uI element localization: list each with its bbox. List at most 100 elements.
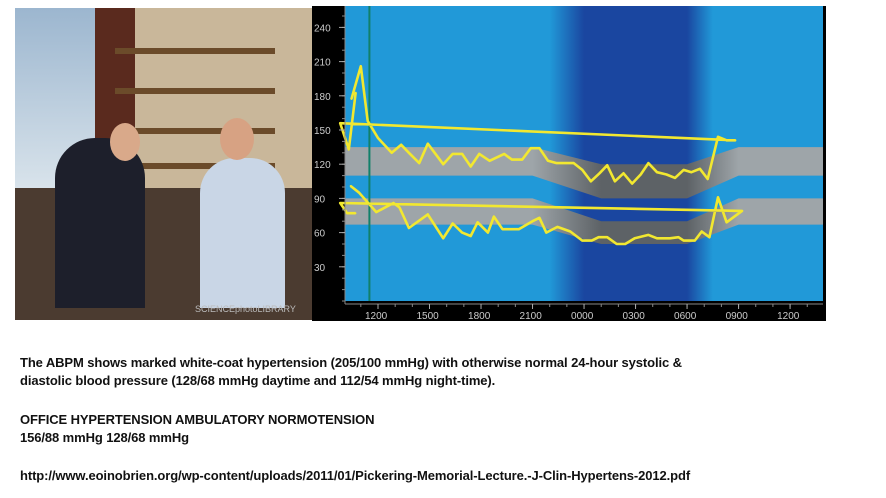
- data-point: [442, 163, 445, 165]
- data-point: [354, 212, 357, 215]
- data-point: [339, 122, 342, 124]
- caption-line-4: 156/88 mmHg 128/68 mmHg: [20, 430, 189, 445]
- data-point: [706, 178, 709, 180]
- caption-line-3: OFFICE HYPERTENSION AMBULATORY NORMOTENS…: [20, 412, 375, 427]
- data-point: [461, 231, 463, 234]
- data-point: [469, 165, 472, 168]
- data-point: [598, 172, 601, 175]
- data-point: [398, 206, 401, 209]
- data-point: [677, 236, 680, 238]
- data-point: [547, 159, 549, 162]
- patient-head: [220, 118, 254, 160]
- doctor-figure: [55, 138, 145, 308]
- data-point: [656, 237, 658, 240]
- data-point: [639, 173, 642, 176]
- data-point: [346, 212, 348, 215]
- data-point: [366, 120, 369, 122]
- data-point: [531, 220, 534, 222]
- data-point: [358, 191, 360, 194]
- data-point: [682, 169, 685, 171]
- data-point: [400, 144, 402, 146]
- data-point: [487, 231, 489, 234]
- data-point: [597, 236, 600, 238]
- data-point: [615, 243, 618, 245]
- data-point: [339, 202, 342, 204]
- x-tick-label: 1200: [777, 311, 800, 321]
- data-point: [375, 211, 378, 213]
- clinic-photo: SCIENCEphotoLIBRARY: [15, 8, 312, 320]
- data-point: [451, 222, 454, 225]
- x-tick-label: 1800: [468, 311, 491, 321]
- data-point: [699, 167, 701, 170]
- data-point: [476, 221, 479, 224]
- abpm-chart-svg: 30 60 90 120 150 180 210 240 1200 1500 1800 2100 000…: [314, 6, 823, 322]
- y-tick-label: 30: [314, 263, 326, 274]
- patient-figure: [200, 158, 285, 308]
- x-tick-label: 0600: [674, 311, 697, 321]
- data-point: [426, 142, 429, 145]
- data-point: [360, 65, 362, 67]
- data-point: [647, 162, 650, 164]
- x-tick-label: 0900: [726, 311, 749, 321]
- data-point: [521, 158, 524, 161]
- data-point: [581, 239, 584, 242]
- data-point: [717, 196, 719, 199]
- data-point: [408, 227, 410, 229]
- data-point: [426, 213, 429, 216]
- data-point: [725, 139, 728, 142]
- data-point: [717, 136, 719, 138]
- data-point: [656, 171, 658, 173]
- data-point: [461, 153, 463, 155]
- data-point: [606, 236, 609, 238]
- data-point: [674, 177, 676, 179]
- data-point: [631, 182, 633, 185]
- data-point: [390, 152, 393, 154]
- data-point: [493, 215, 495, 218]
- y-tick-label: 60: [314, 229, 326, 240]
- data-point: [469, 235, 472, 237]
- diastolic-line: [338, 184, 744, 246]
- abpm-chart: 30 60 90 120 150 180 210 240 1200 1500 1800 2100 000…: [312, 6, 826, 322]
- data-point: [442, 237, 445, 240]
- y-tick-label: 150: [314, 126, 331, 137]
- x-tick-label: 0000: [571, 311, 594, 321]
- data-point: [349, 185, 352, 187]
- x-tick-label: 2100: [520, 311, 543, 321]
- x-tick-label: 1500: [417, 311, 440, 321]
- y-tick-label: 120: [314, 160, 331, 171]
- source-url[interactable]: http://www.eoinobrien.org/wp-content/upl…: [20, 468, 691, 483]
- caption-line-2: diastolic blood pressure (128/68 mmHg da…: [20, 373, 496, 388]
- y-tick-label: 180: [314, 92, 331, 103]
- data-point: [665, 173, 668, 176]
- data-point: [503, 153, 505, 155]
- data-point: [690, 171, 693, 173]
- data-point: [538, 216, 541, 219]
- x-tick-label: 0300: [623, 311, 646, 321]
- watermark: SCIENCEphotoLIBRARY: [195, 304, 296, 314]
- data-point: [734, 139, 736, 142]
- data-point: [700, 230, 703, 233]
- data-point: [590, 180, 592, 183]
- data-point: [488, 159, 491, 162]
- data-point: [633, 237, 636, 240]
- y-tick-label: 210: [314, 58, 331, 69]
- x-tick-label: 1200: [365, 311, 388, 321]
- data-point: [614, 180, 616, 183]
- data-point: [377, 137, 379, 139]
- data-point: [682, 239, 685, 242]
- data-point: [708, 236, 711, 238]
- data-point: [530, 147, 532, 150]
- data-point: [348, 148, 350, 151]
- data-point: [555, 162, 558, 164]
- data-point: [418, 162, 421, 164]
- data-point: [606, 164, 609, 167]
- data-point: [501, 228, 504, 230]
- data-point: [693, 239, 696, 242]
- caption-line-1: The ABPM shows marked white-coat hyperte…: [20, 355, 682, 370]
- data-point: [451, 153, 454, 155]
- data-point: [725, 221, 728, 224]
- y-tick-label: 90: [314, 194, 326, 205]
- data-point: [624, 243, 627, 245]
- data-point: [350, 98, 353, 101]
- y-tick-label: 240: [314, 23, 331, 34]
